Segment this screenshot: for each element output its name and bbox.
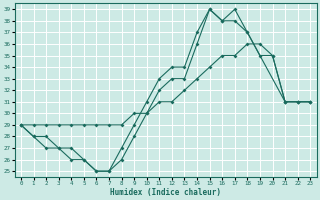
X-axis label: Humidex (Indice chaleur): Humidex (Indice chaleur) xyxy=(110,188,221,197)
